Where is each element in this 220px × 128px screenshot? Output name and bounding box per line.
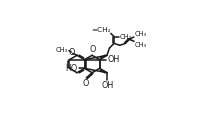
Text: =CH₂: =CH₂ bbox=[91, 27, 110, 33]
Text: OH: OH bbox=[107, 55, 120, 64]
Text: CH₃: CH₃ bbox=[134, 30, 146, 36]
Text: OH: OH bbox=[101, 81, 113, 90]
Text: O: O bbox=[89, 45, 95, 54]
Text: CH₃: CH₃ bbox=[120, 34, 132, 40]
Text: CH₃: CH₃ bbox=[134, 42, 147, 48]
Text: CH₃: CH₃ bbox=[56, 47, 68, 53]
Text: O: O bbox=[82, 79, 89, 88]
Text: O: O bbox=[68, 48, 74, 57]
Text: HO: HO bbox=[65, 64, 77, 73]
